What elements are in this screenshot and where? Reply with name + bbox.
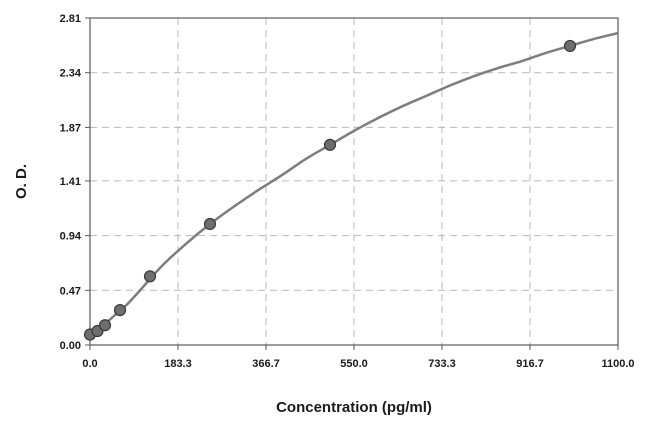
x-axis-title: Concentration (pg/ml) xyxy=(276,399,432,416)
data-point xyxy=(98,319,112,332)
y-tick-label: 2.34 xyxy=(60,68,82,80)
x-tick-label: 1100.0 xyxy=(601,358,634,370)
y-tick-label: 1.87 xyxy=(60,122,81,134)
y-tick-label: 0.00 xyxy=(60,340,81,352)
x-tick-label: 550.0 xyxy=(340,358,368,370)
tick-labels: 0.0 183.3 366.7 550.0 733.3 916.7 1100.0 0.00 0.… xyxy=(60,13,635,370)
data-point xyxy=(563,39,577,53)
data-points xyxy=(83,39,577,341)
data-point xyxy=(113,303,127,317)
x-tick-label: 366.7 xyxy=(252,358,280,370)
y-tick-label: 0.47 xyxy=(60,285,81,297)
data-point xyxy=(323,138,337,151)
x-tick-label: 916.7 xyxy=(516,358,544,370)
y-tick-label: 1.41 xyxy=(60,176,81,188)
y-axis-title: O. D. xyxy=(13,164,30,199)
data-point xyxy=(203,217,217,231)
y-tick-label: 0.94 xyxy=(60,231,82,243)
data-point xyxy=(143,270,157,283)
x-tick-label: 733.3 xyxy=(428,358,456,370)
axes xyxy=(85,17,619,350)
x-tick-label: 183.3 xyxy=(164,358,192,370)
plot-frame xyxy=(89,17,619,346)
grid-lines xyxy=(90,18,618,345)
x-tick-label: 0.0 xyxy=(82,358,97,370)
y-tick-label: 2.81 xyxy=(60,13,81,25)
